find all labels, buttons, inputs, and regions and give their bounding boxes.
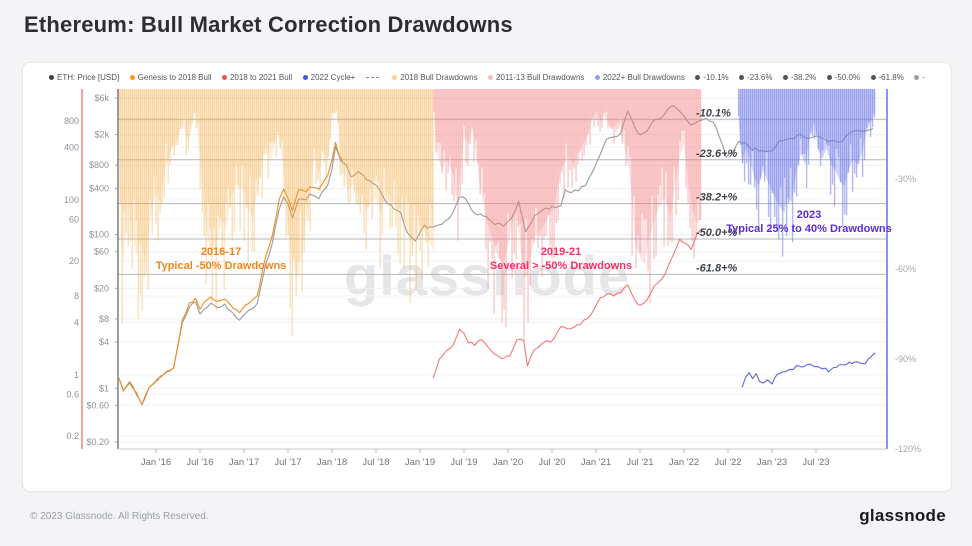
svg-text:Jul '16: Jul '16 — [186, 457, 213, 468]
legend-item-label: ETH: Price [USD] — [57, 72, 120, 82]
chart-legend: ETH: Price [USD] Genesis to 2018 Bull 2018… — [49, 70, 925, 84]
svg-text:-90%: -90% — [895, 354, 916, 364]
legend-item-6[interactable]: 2011-13 Bull Drawdowns — [488, 73, 584, 82]
legend-item-5[interactable]: 2018 Bull Drawdowns — [392, 72, 478, 82]
svg-text:$100: $100 — [89, 230, 109, 240]
svg-text:Jul '22: Jul '22 — [714, 457, 741, 468]
svg-text:Jul '23: Jul '23 — [802, 457, 829, 468]
svg-text:$20: $20 — [94, 283, 109, 293]
legend-item-label: 2022+ Bull Drawdowns — [602, 72, 685, 82]
glassnode-logo: glassnode — [859, 506, 946, 525]
svg-text:-38.2+%: -38.2+% — [696, 192, 737, 204]
legend-item-label: 2022 Cycle+ — [310, 72, 356, 82]
legend-item-label: -38.2% — [790, 72, 817, 82]
svg-text:Jan '20: Jan '20 — [493, 457, 523, 468]
legend-item-7[interactable]: 2022+ Bull Drawdowns — [594, 72, 685, 82]
copyright-text: © 2023 Glassnode. All Rights Reserved. — [30, 511, 209, 522]
svg-text:Jul '19: Jul '19 — [450, 457, 477, 468]
series-dot-icon — [739, 74, 745, 80]
legend-item-label: -10.1% — [703, 72, 729, 82]
legend-item-10[interactable]: -38.2% — [782, 72, 817, 82]
legend-item-label: -50.0% — [834, 72, 861, 82]
svg-text:$1: $1 — [99, 383, 109, 393]
svg-text:Jan '16: Jan '16 — [141, 457, 171, 468]
svg-text:Jan '18: Jan '18 — [317, 457, 347, 468]
legend-item-12[interactable]: -61.8% — [870, 72, 904, 82]
series-dot-icon — [695, 74, 701, 80]
svg-text:100: 100 — [64, 195, 79, 205]
svg-text:-60%: -60% — [895, 264, 916, 274]
legend-item-0[interactable]: ETH: Price [USD] — [49, 73, 119, 82]
chart-plot-area: -10.1% -23.6+% -38.2+% -50.0+% -61.8+% 800 400… — [64, 89, 921, 468]
svg-text:-30%: -30% — [895, 174, 916, 184]
legend-item-label: - — [922, 72, 925, 82]
svg-text:$800: $800 — [89, 160, 109, 170]
legend-item-label: -23.6% — [747, 72, 773, 82]
series-dot-icon — [129, 74, 135, 80]
svg-text:-50.0+%: -50.0+% — [696, 227, 737, 239]
page-title: Ethereum: Bull Market Correction Drawdow… — [24, 12, 513, 37]
svg-text:$4: $4 — [99, 337, 109, 347]
svg-text:Jul '21: Jul '21 — [626, 457, 653, 468]
legend-item-label: -61.8% — [878, 72, 904, 82]
series-dot-icon — [488, 74, 494, 80]
svg-text:Jul '17: Jul '17 — [274, 457, 301, 468]
svg-text:Jan '19: Jan '19 — [405, 457, 435, 468]
svg-text:800: 800 — [64, 116, 79, 126]
series-dot-icon — [870, 74, 876, 80]
svg-text:4: 4 — [74, 317, 79, 327]
chart-card: ETH: Price [USD] Genesis to 2018 Bull 2018… — [22, 62, 952, 492]
svg-text:0.6: 0.6 — [66, 389, 79, 399]
svg-text:20: 20 — [69, 256, 79, 266]
svg-text:Jan '23: Jan '23 — [757, 457, 787, 468]
legend-item-8[interactable]: -10.1% — [695, 72, 729, 82]
svg-text:$8: $8 — [99, 314, 109, 324]
svg-text:$6k: $6k — [94, 93, 109, 103]
svg-text:8: 8 — [74, 291, 79, 301]
svg-text:$2k: $2k — [94, 130, 109, 140]
svg-text:Jan '22: Jan '22 — [669, 457, 699, 468]
dashed-line-icon — [365, 76, 379, 78]
svg-text:Jan '21: Jan '21 — [581, 457, 611, 468]
svg-text:-10.1%: -10.1% — [696, 107, 731, 119]
series-dot-icon — [826, 74, 832, 80]
svg-text:Jul '18: Jul '18 — [362, 457, 389, 468]
svg-text:-61.8+%: -61.8+% — [696, 262, 737, 274]
svg-text:$400: $400 — [89, 183, 109, 193]
svg-text:1: 1 — [74, 370, 79, 380]
series-dot-icon — [914, 74, 920, 80]
svg-text:$60: $60 — [94, 247, 109, 257]
svg-text:0.2: 0.2 — [66, 431, 79, 441]
legend-item-13[interactable]: - — [914, 73, 925, 82]
legend-item-3[interactable]: 2022 Cycle+ — [302, 72, 356, 82]
svg-text:Jul '20: Jul '20 — [538, 457, 565, 468]
series-dot-icon — [392, 74, 398, 80]
series-dot-icon — [594, 74, 600, 80]
legend-item-label: 2018 to 2021 Bull — [229, 72, 293, 82]
legend-item-4[interactable] — [365, 76, 382, 78]
svg-text:$0.20: $0.20 — [86, 437, 109, 447]
series-dot-icon — [221, 74, 227, 80]
series-dot-icon — [782, 74, 788, 80]
legend-item-2[interactable]: 2018 to 2021 Bull — [221, 72, 293, 82]
legend-item-1[interactable]: Genesis to 2018 Bull — [129, 72, 212, 82]
svg-text:60: 60 — [69, 214, 79, 224]
legend-item-label: Genesis to 2018 Bull — [137, 72, 212, 82]
legend-item-label: 2018 Bull Drawdowns — [400, 72, 478, 82]
legend-item-label: 2011-13 Bull Drawdowns — [496, 72, 585, 82]
legend-item-11[interactable]: -50.0% — [826, 72, 861, 82]
svg-text:400: 400 — [64, 142, 79, 152]
series-dot-icon — [302, 74, 308, 80]
series-dot-icon — [49, 74, 54, 80]
svg-text:-120%: -120% — [895, 444, 921, 454]
svg-text:Jan '17: Jan '17 — [229, 457, 259, 468]
svg-text:$0.60: $0.60 — [86, 400, 109, 410]
svg-text:-23.6+%: -23.6+% — [696, 148, 737, 160]
legend-item-9[interactable]: -23.6% — [739, 73, 772, 82]
